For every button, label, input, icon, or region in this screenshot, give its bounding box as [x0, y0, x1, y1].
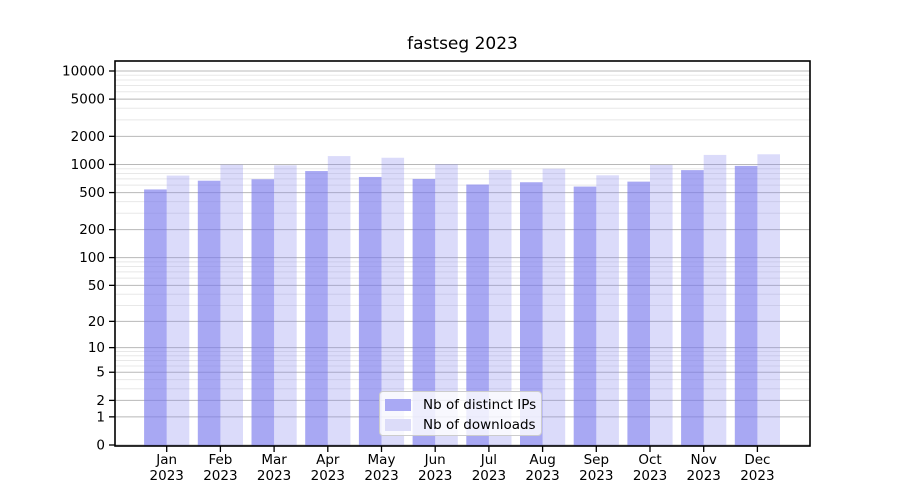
- x-tick-label-month: May: [368, 452, 396, 468]
- bar-nb-of-distinct-ips-mar: [251, 179, 275, 446]
- bar-nb-of-downloads-jun: [435, 164, 458, 447]
- bar-nb-of-downloads-dec: [757, 154, 780, 447]
- plot-border: [114, 60, 811, 447]
- bar-nb-of-downloads-nov: [703, 154, 727, 446]
- bar-nb-of-downloads-jul: [488, 169, 512, 447]
- y-tick-label: 500: [79, 185, 105, 201]
- bar-nb-of-distinct-ips-oct: [627, 181, 650, 446]
- x-tick-label-month: Aug: [529, 452, 555, 468]
- bar-nb-of-distinct-ips-nov: [681, 170, 704, 446]
- x-tick-label-month: Nov: [691, 452, 717, 468]
- x-tick-label-year: 2023: [257, 468, 291, 484]
- y-tick-label: 1: [96, 409, 105, 425]
- bar-nb-of-distinct-ips-sep: [573, 186, 597, 446]
- y-tick-label: 200: [79, 222, 105, 238]
- bar-nb-of-downloads-jan: [166, 175, 190, 447]
- y-tick-label: 10: [88, 340, 105, 356]
- bar-nb-of-distinct-ips-apr: [305, 171, 328, 447]
- y-tick-label: 5000: [71, 92, 105, 108]
- bar-nb-of-downloads-oct: [650, 164, 673, 446]
- y-tick-label: 0: [96, 438, 105, 454]
- x-tick-label-month: Oct: [638, 452, 661, 468]
- x-tick-label-year: 2023: [472, 468, 506, 484]
- bar-nb-of-distinct-ips-dec: [734, 165, 758, 446]
- bar-nb-of-distinct-ips-feb: [197, 180, 221, 446]
- legend-item-distinct-ips: Nb of distinct IPs: [385, 395, 541, 414]
- bar-nb-of-distinct-ips-jul: [466, 184, 489, 447]
- x-tick-label-month: Apr: [316, 452, 340, 468]
- bar-nb-of-downloads-mar: [274, 165, 297, 447]
- x-tick-label-month: Sep: [584, 452, 609, 468]
- x-tick-label-year: 2023: [311, 468, 345, 484]
- x-tick-label-year: 2023: [418, 468, 452, 484]
- x-tick-label-year: 2023: [740, 468, 774, 484]
- bar-nb-of-downloads-may: [381, 157, 405, 446]
- bar-nb-of-downloads-apr: [327, 156, 351, 447]
- y-tick-label: 20: [88, 314, 105, 330]
- x-tick-label-month: Jun: [424, 452, 446, 468]
- legend: Nb of distinct IPs Nb of downloads: [379, 391, 542, 436]
- legend-label-downloads: Nb of downloads: [423, 416, 536, 433]
- legend-swatch-downloads: [385, 418, 411, 431]
- x-tick-label-year: 2023: [687, 468, 721, 484]
- x-tick-label-month: Feb: [208, 452, 232, 468]
- legend-label-distinct-ips: Nb of distinct IPs: [423, 396, 537, 413]
- x-tick-label-month: Jan: [155, 452, 177, 468]
- chart-title: fastseg 2023: [407, 34, 518, 54]
- legend-swatch-distinct-ips: [385, 398, 411, 411]
- x-tick-label-month: Mar: [261, 452, 287, 468]
- y-tick-label: 10000: [62, 63, 105, 79]
- bar-nb-of-distinct-ips-may: [358, 176, 382, 446]
- x-tick-label-year: 2023: [525, 468, 559, 484]
- x-tick-label-year: 2023: [150, 468, 184, 484]
- x-tick-label-month: Dec: [744, 452, 770, 468]
- y-tick-label: 2000: [71, 129, 105, 145]
- y-tick-label: 5: [96, 365, 105, 381]
- bar-nb-of-distinct-ips-jun: [412, 178, 436, 447]
- y-tick-label: 1000: [71, 157, 105, 173]
- bar-nb-of-downloads-sep: [596, 175, 619, 446]
- x-tick-label-year: 2023: [633, 468, 667, 484]
- bar-nb-of-downloads-feb: [220, 164, 243, 446]
- bar-nb-of-downloads-aug: [542, 168, 566, 447]
- x-tick-label-year: 2023: [203, 468, 237, 484]
- x-tick-label-month: Jul: [480, 452, 497, 468]
- legend-item-downloads: Nb of downloads: [385, 415, 541, 434]
- y-tick-label: 100: [79, 250, 105, 266]
- y-tick-label: 50: [88, 278, 105, 294]
- x-tick-label-year: 2023: [579, 468, 613, 484]
- y-tick-label: 2: [96, 393, 105, 409]
- bar-nb-of-distinct-ips-aug: [520, 182, 543, 446]
- x-tick-label-year: 2023: [364, 468, 398, 484]
- bar-nb-of-distinct-ips-jan: [144, 189, 167, 447]
